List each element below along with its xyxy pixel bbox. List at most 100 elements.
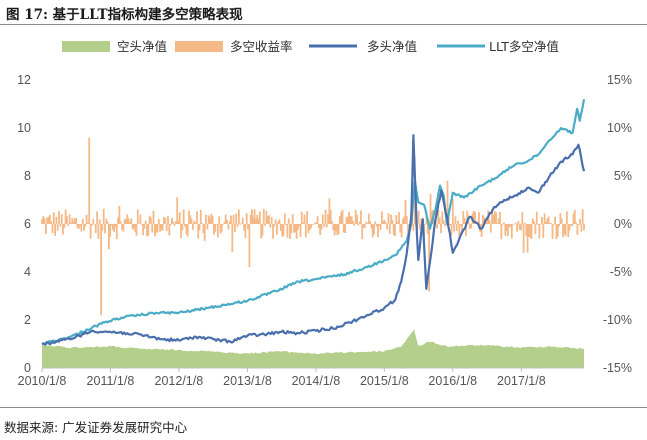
spread-bar-345 xyxy=(493,211,496,224)
spread-bar-400 xyxy=(566,211,568,224)
spread-bar-15 xyxy=(60,214,63,224)
legend: 空头净值 多空收益率 多头净值 LLT多空净值 xyxy=(62,39,559,54)
spread-bar-329 xyxy=(472,211,475,224)
spread-bar-219 xyxy=(328,198,331,224)
spread-bar-18 xyxy=(64,209,67,224)
y-left-tick: 0 xyxy=(24,361,31,375)
spread-bar-342 xyxy=(489,224,492,233)
spread-bar-109 xyxy=(184,224,186,227)
spread-bar-376 xyxy=(534,224,537,235)
spread-bar-26 xyxy=(75,217,77,224)
spread-bar-159 xyxy=(249,214,252,224)
spread-bar-122 xyxy=(201,223,203,224)
spread-bar-102 xyxy=(175,221,177,224)
spread-bar-391 xyxy=(554,216,556,224)
spread-bar-139 xyxy=(223,221,226,224)
spread-bar-365 xyxy=(520,224,522,231)
spread-bar-67 xyxy=(129,221,131,224)
spread-bar-296 xyxy=(429,194,432,224)
spread-bar-311 xyxy=(449,224,451,226)
spread-bar-147 xyxy=(234,224,236,233)
spread-bar-78 xyxy=(143,224,146,229)
spread-bar-294 xyxy=(426,224,429,234)
spread-bar-237 xyxy=(352,220,354,224)
spread-bar-279 xyxy=(407,224,409,235)
spread-bar-200 xyxy=(303,214,306,224)
spread-bar-55 xyxy=(113,224,116,233)
spread-bar-168 xyxy=(261,224,264,236)
spread-bar-65 xyxy=(126,214,129,224)
spread-bar-123 xyxy=(202,224,205,234)
spread-bar-248 xyxy=(366,223,369,224)
spread-bar-323 xyxy=(465,224,467,237)
spread-bar-156 xyxy=(245,213,248,224)
spread-bar-143 xyxy=(228,221,231,224)
spread-bar-169 xyxy=(262,208,265,224)
spread-bar-344 xyxy=(492,214,495,224)
spread-bar-1 xyxy=(42,215,45,224)
spread-bar-226 xyxy=(337,224,340,235)
spread-bar-215 xyxy=(323,224,326,227)
spread-bar-16 xyxy=(62,224,64,235)
spread-bar-155 xyxy=(244,224,247,238)
spread-bar-6 xyxy=(49,215,51,224)
spread-bar-381 xyxy=(541,217,543,224)
spread-bar-13 xyxy=(58,211,60,224)
spread-bar-176 xyxy=(272,224,274,239)
spread-bar-380 xyxy=(539,223,542,225)
spread-bar-97 xyxy=(168,224,171,236)
spread-bar-397 xyxy=(562,224,564,238)
spread-bar-4 xyxy=(46,217,49,224)
spread-bar-211 xyxy=(318,224,320,229)
spread-bar-146 xyxy=(232,214,235,224)
spread-bar-367 xyxy=(522,224,525,253)
spread-bar-74 xyxy=(138,223,140,224)
spread-bar-56 xyxy=(114,224,117,227)
spread-bar-356 xyxy=(508,224,511,228)
spread-bar-278 xyxy=(405,215,408,224)
spread-bar-324 xyxy=(466,210,469,224)
spread-bar-49 xyxy=(105,218,108,224)
spread-bar-254 xyxy=(374,221,377,224)
x-tick-label: 2012/1/8 xyxy=(155,374,204,388)
spread-bar-162 xyxy=(253,209,256,224)
spread-bar-231 xyxy=(344,224,347,233)
spread-bar-64 xyxy=(125,218,127,224)
spread-bar-336 xyxy=(482,215,484,224)
spread-bar-140 xyxy=(224,214,227,224)
y-left-tick: 2 xyxy=(24,313,31,327)
source-rule xyxy=(0,407,647,408)
spread-bar-183 xyxy=(281,224,284,237)
spread-bar-184 xyxy=(282,224,285,237)
spread-bar-88 xyxy=(156,224,159,233)
spread-bar-99 xyxy=(171,217,173,224)
spread-bar-149 xyxy=(236,224,239,227)
spread-bar-242 xyxy=(358,221,361,224)
y-right-tick: 5% xyxy=(614,169,632,183)
spread-bar-277 xyxy=(404,200,407,224)
spread-bar-129 xyxy=(210,213,213,224)
spread-bar-104 xyxy=(177,220,180,224)
spread-bar-241 xyxy=(357,224,360,226)
y-right-tick: 0% xyxy=(614,217,632,231)
spread-bar-297 xyxy=(430,211,433,224)
spread-bar-223 xyxy=(333,224,336,236)
spread-bar-409 xyxy=(577,224,580,225)
spread-bar-259 xyxy=(381,211,383,224)
spread-bar-174 xyxy=(269,224,272,228)
spread-bar-89 xyxy=(157,219,160,224)
spread-bar-29 xyxy=(79,224,81,227)
spread-bar-115 xyxy=(192,224,194,230)
spread-bar-322 xyxy=(463,218,466,224)
spread-bar-206 xyxy=(311,224,314,225)
spread-bar-57 xyxy=(115,224,118,240)
spread-bar-103 xyxy=(176,197,179,224)
spread-bar-145 xyxy=(231,224,234,252)
spread-bar-204 xyxy=(308,224,311,231)
spread-bar-43 xyxy=(97,224,100,239)
spread-bar-95 xyxy=(165,224,168,231)
spread-bar-40 xyxy=(93,224,96,225)
spread-bar-383 xyxy=(543,213,546,224)
spread-bar-96 xyxy=(167,215,169,224)
spread-bar-154 xyxy=(243,224,245,231)
